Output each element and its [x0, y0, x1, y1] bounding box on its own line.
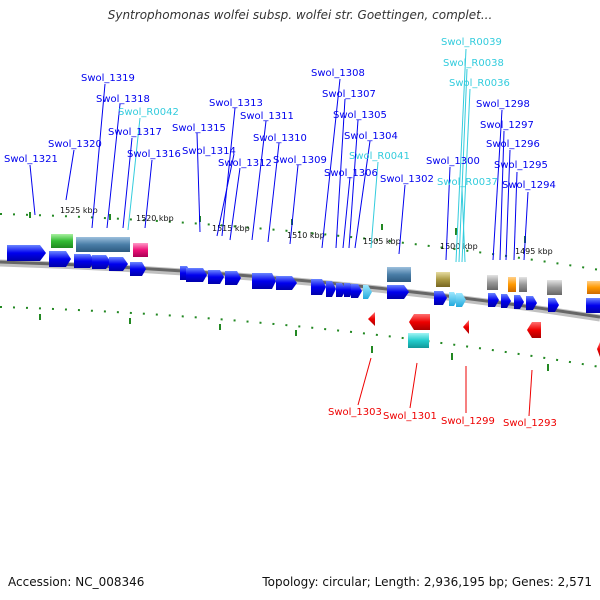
feature-block [51, 234, 73, 248]
gene-label: Swol_1308 [311, 68, 365, 79]
gene-label: Swol_1294 [502, 180, 556, 191]
gene-label: Swol_1311 [240, 111, 294, 122]
gene-arrow [208, 270, 224, 284]
feature-block [133, 243, 148, 257]
gene-arrow [586, 298, 600, 313]
top-gene-labels: Swol_1321 Swol_1320 Swol_1319 Swol_1318 … [4, 37, 556, 191]
accession-text: Accession: NC_008346 [8, 575, 145, 589]
rna-callout-lines [127, 48, 471, 263]
topology-text: Topology: circular; Length: 2,936,195 bp… [262, 575, 592, 589]
gene-label: Swol_1300 [426, 156, 480, 167]
gene-arrow [514, 295, 524, 309]
gene-arrow-reverse [527, 322, 541, 338]
gene-label: Swol_R0039 [441, 37, 502, 48]
gene-label: Swol_1313 [209, 98, 263, 109]
bottom-gene-labels: Swol_1303 Swol_1301 Swol_1299 Swol_1293 [328, 407, 557, 429]
gene-arrow [92, 255, 111, 269]
gene-label: Swol_1306 [324, 168, 378, 179]
gene-arrow [7, 245, 46, 261]
gene-label: Swol_1305 [333, 110, 387, 121]
tick-label: 1515 kbp [212, 224, 250, 233]
gene-label: Swol_1321 [4, 154, 58, 165]
gene-label: Swol_1303 [328, 407, 382, 418]
feature-block [387, 267, 411, 282]
gene-label: Swol_1316 [127, 149, 181, 160]
feature-block [76, 237, 130, 252]
gene-arrow [434, 291, 447, 305]
gene-label: Swol_1299 [441, 416, 495, 427]
gene-label: Swol_1293 [503, 418, 557, 429]
gene-arrow [344, 283, 353, 297]
gene-arrow [526, 296, 537, 310]
gene-arrow-reverse [409, 314, 430, 330]
gene-arrow [252, 273, 276, 289]
gene-arrow [351, 284, 362, 298]
tick-labels: 1525 kbp 1520 kbp 1515 kbp 1510 kbp 1505… [60, 206, 553, 256]
gene-label: Swol_R0042 [118, 107, 179, 118]
gene-arrow [387, 285, 409, 299]
tick-label: 1510 kbp [287, 231, 325, 240]
tick-label: 1525 kbp [60, 206, 98, 215]
gene-label: Swol_R0041 [349, 151, 410, 162]
gene-label: Swol_R0036 [449, 78, 510, 89]
feature-block [508, 277, 516, 292]
gene-label: Swol_1310 [253, 133, 307, 144]
gene-label: Swol_1296 [486, 139, 540, 150]
gene-arrow [326, 281, 336, 297]
gene-label: Swol_1295 [494, 160, 548, 171]
reverse-genes [368, 312, 600, 357]
gene-arrow [49, 251, 71, 267]
gene-arrow [74, 254, 95, 268]
gene-label: Swol_1301 [383, 411, 437, 422]
gene-arrow [501, 294, 511, 308]
forward-genes [7, 245, 600, 313]
gene-label: Swol_1302 [380, 174, 434, 185]
rna-arrows [363, 285, 466, 307]
gene-label: Swol_1318 [96, 94, 150, 105]
tick-label: 1495 kbp [515, 247, 553, 256]
tick-label: 1505 kbp [363, 237, 401, 246]
gene-label: Swol_R0037 [437, 177, 498, 188]
gene-arrow [548, 298, 559, 312]
gene-label: Swol_R0038 [443, 58, 504, 69]
gene-label: Swol_1297 [480, 120, 534, 131]
gene-arrow [311, 279, 326, 295]
gene-label: Swol_1314 [182, 146, 236, 157]
feature-block [519, 277, 527, 292]
gene-label: Swol_1319 [81, 73, 135, 84]
feature-block [587, 281, 600, 294]
gene-label: Swol_1312 [218, 158, 272, 169]
gene-arrow [109, 257, 128, 271]
gene-label: Swol_1320 [48, 139, 102, 150]
gene-arrow [336, 283, 346, 297]
gene-arrow [186, 268, 207, 282]
gene-label: Swol_1298 [476, 99, 530, 110]
feature-block [487, 275, 498, 290]
tick-label: 1500 kbp [440, 242, 478, 251]
gene-arrow [488, 293, 499, 307]
gene-arrow [276, 276, 297, 290]
gene-arrow-reverse [463, 320, 469, 334]
map-title: Syntrophomonas wolfei subsp. wolfei str.… [107, 8, 493, 22]
gene-label: Swol_1317 [108, 127, 162, 138]
gene-label: Swol_1304 [344, 131, 398, 142]
gene-label: Swol_1315 [172, 123, 226, 134]
feature-block [408, 333, 429, 348]
gene-arrow-reverse [368, 312, 375, 326]
gene-arrow [225, 271, 241, 285]
gene-arrow [130, 262, 146, 276]
gene-label: Swol_1309 [273, 155, 327, 166]
top-callout-lines [29, 78, 529, 261]
feature-block [436, 272, 450, 287]
gene-arrow-reverse [597, 342, 600, 357]
outer-tick-ring [0, 213, 600, 271]
inner-tick-ring [0, 306, 600, 368]
bottom-callout-lines [357, 357, 533, 417]
gene-label: Swol_1307 [322, 89, 376, 100]
feature-block [547, 280, 562, 295]
tick-label: 1520 kbp [136, 214, 174, 223]
